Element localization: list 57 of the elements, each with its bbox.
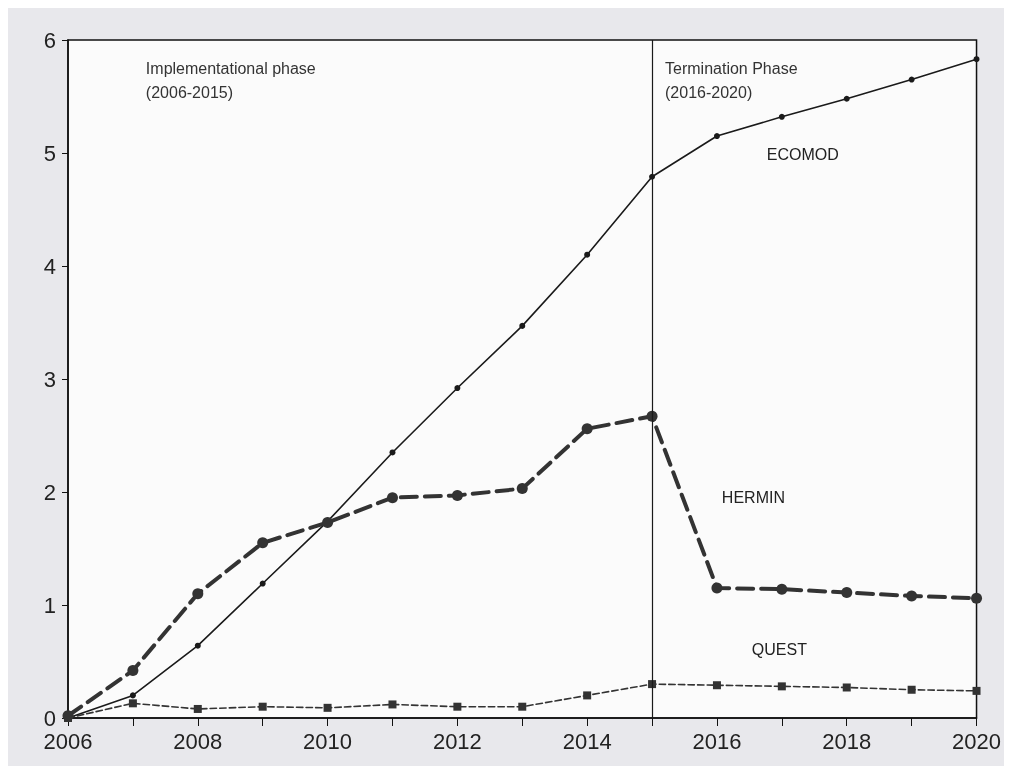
x-tick-label: 2008 bbox=[173, 728, 223, 754]
x-tick-label: 2006 bbox=[43, 728, 93, 754]
point bbox=[386, 492, 398, 504]
point bbox=[454, 385, 461, 392]
point bbox=[778, 113, 785, 120]
y-tick-label: 3 bbox=[43, 366, 56, 392]
y-tick-label: 5 bbox=[43, 140, 56, 166]
point bbox=[388, 700, 397, 709]
point bbox=[712, 681, 721, 690]
y-tick-label: 6 bbox=[43, 27, 56, 53]
point bbox=[776, 583, 788, 595]
y-tick-label: 1 bbox=[43, 592, 56, 618]
point bbox=[841, 587, 853, 599]
point bbox=[908, 76, 915, 83]
y-tick-label: 2 bbox=[43, 479, 56, 505]
point bbox=[972, 686, 981, 695]
point bbox=[713, 133, 720, 140]
point bbox=[128, 699, 137, 708]
point bbox=[581, 423, 593, 435]
point bbox=[516, 483, 528, 495]
point bbox=[583, 691, 592, 700]
point bbox=[194, 642, 201, 649]
point bbox=[322, 517, 334, 529]
point bbox=[907, 685, 916, 694]
point bbox=[973, 56, 980, 63]
annotation: Implementational phase (2006-2015) bbox=[145, 60, 316, 102]
point bbox=[453, 702, 462, 711]
point bbox=[257, 537, 269, 549]
y-tick-label: 4 bbox=[43, 253, 56, 279]
text: HERMIN bbox=[721, 488, 785, 506]
x-tick-label: 2020 bbox=[952, 728, 1002, 754]
point bbox=[127, 665, 139, 677]
point bbox=[519, 322, 526, 329]
point bbox=[192, 588, 204, 600]
series-label: QUEST bbox=[751, 640, 808, 658]
point bbox=[711, 582, 723, 594]
point bbox=[451, 489, 463, 501]
point bbox=[584, 251, 591, 258]
point bbox=[193, 704, 202, 713]
point bbox=[129, 692, 136, 699]
series-label: ECOMOD bbox=[766, 146, 839, 164]
x-tick-label: 2018 bbox=[822, 728, 872, 754]
point bbox=[971, 592, 983, 604]
x-tick-label: 2010 bbox=[303, 728, 353, 754]
annotation: Termination Phase (2016-2020) bbox=[665, 60, 798, 102]
y-tick-label: 0 bbox=[43, 705, 56, 731]
point bbox=[842, 683, 851, 692]
point bbox=[843, 95, 850, 102]
point bbox=[518, 702, 527, 711]
point bbox=[389, 449, 396, 456]
point bbox=[906, 590, 918, 602]
point bbox=[258, 702, 267, 711]
x-tick-label: 2016 bbox=[692, 728, 742, 754]
point bbox=[777, 682, 786, 691]
x-tick-label: 2014 bbox=[562, 728, 612, 754]
point bbox=[323, 703, 332, 712]
x-tick-label: 2012 bbox=[432, 728, 482, 754]
